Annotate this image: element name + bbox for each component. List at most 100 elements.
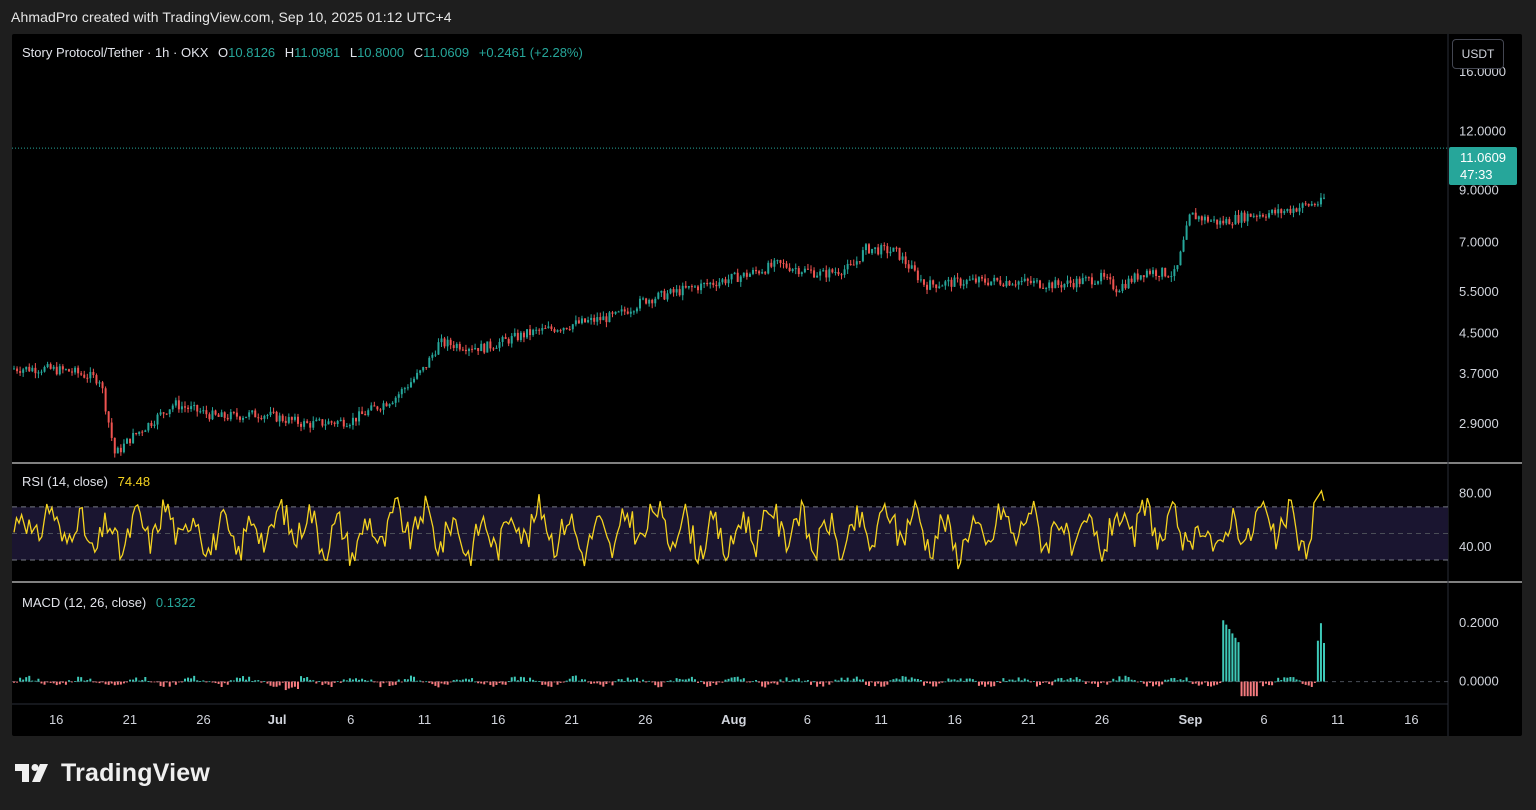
chart-canvas[interactable]: Story Protocol/Tether · 1h · OKX O10.812… [12, 34, 1522, 736]
candle-body [260, 418, 263, 420]
candle-body [1075, 278, 1078, 288]
macd-bar [953, 679, 956, 682]
macd-bar [602, 681, 605, 687]
macd-bar [1069, 677, 1072, 682]
time-tick-label: 26 [196, 712, 210, 727]
macd-bar [98, 681, 101, 684]
macd-bar [770, 681, 773, 684]
rsi-tick-label: 40.00 [1459, 539, 1492, 554]
macd-bar [516, 680, 519, 682]
macd-bar [645, 681, 648, 683]
candle-body [1133, 273, 1136, 283]
macd-legend[interactable]: MACD (12, 26, close) 0.1322 [22, 595, 196, 610]
candle-body [532, 329, 535, 336]
candle-body [715, 284, 718, 287]
macd-bar [932, 681, 935, 687]
candle-body [150, 422, 153, 426]
legend-high-value: 11.0981 [294, 45, 340, 60]
candle-body [794, 268, 797, 270]
macd-bar [159, 681, 162, 687]
candle-body [116, 447, 119, 454]
macd-bar [428, 681, 431, 683]
candle-body [1127, 278, 1130, 289]
macd-bar [657, 681, 660, 688]
macd-bar [1286, 677, 1289, 682]
macd-bar [437, 681, 440, 688]
macd-bar [171, 681, 174, 683]
candle-body [1216, 219, 1219, 225]
macd-bar [529, 677, 532, 682]
macd-bar [278, 681, 281, 686]
candle-body [840, 274, 843, 276]
candle-body [1268, 213, 1271, 218]
candle-body [1292, 208, 1295, 214]
main-legend[interactable]: Story Protocol/Tether · 1h · OKX O10.812… [22, 45, 583, 60]
candle-body [724, 279, 727, 284]
macd-bar [64, 681, 67, 685]
candle-body [498, 341, 501, 348]
candle-body [910, 265, 913, 269]
candle-body [1213, 219, 1216, 221]
candle-body [507, 338, 510, 344]
chart-frame[interactable]: Story Protocol/Tether · 1h · OKX O10.812… [12, 34, 1522, 736]
macd-bar [446, 681, 449, 685]
macd-bar [1130, 679, 1133, 682]
candle-body [938, 286, 941, 289]
candle-body [587, 320, 590, 323]
candle-body [703, 283, 706, 285]
candle-body [351, 417, 354, 426]
candle-body [400, 389, 403, 395]
candle-body [602, 316, 605, 321]
macd-bar [1142, 681, 1145, 684]
macd-bar [1054, 679, 1057, 682]
candle-body [907, 264, 910, 269]
macd-bar [663, 681, 666, 683]
macd-bar [1167, 679, 1170, 682]
candle-body [1090, 277, 1093, 285]
macd-bar [913, 678, 916, 682]
candle-body [730, 273, 733, 280]
macd-bar [202, 680, 205, 682]
macd-bar [697, 681, 700, 683]
macd-bar [1090, 681, 1093, 684]
candle-body [733, 272, 736, 274]
candle-body [706, 283, 709, 285]
macd-bar [1011, 679, 1014, 682]
macd-bar [1097, 681, 1100, 687]
macd-bar [758, 681, 761, 683]
last-price-label [1449, 147, 1517, 185]
time-axis[interactable]: 16 21 26 Jul 6 11 16 21 26 Aug 6 11 16 21 26 Sep 6 11 16 [49, 712, 1419, 727]
macd-bar [43, 681, 46, 685]
candle-body [666, 293, 669, 300]
time-tick-label: 21 [565, 712, 579, 727]
time-tick-label: Sep [1178, 712, 1202, 727]
macd-bar [956, 680, 959, 682]
macd-bar [269, 681, 272, 686]
macd-bar [1274, 681, 1277, 683]
macd-bar [153, 681, 156, 683]
macd-bar [226, 681, 229, 685]
candle-body [492, 348, 495, 350]
macd-bar [1002, 678, 1005, 682]
macd-bar [141, 679, 144, 682]
brand-logo[interactable]: TradingView [15, 758, 210, 788]
candle-body [223, 412, 226, 418]
macd-bar [831, 681, 834, 683]
macd-bar [761, 681, 764, 687]
time-tick-label: 21 [123, 712, 137, 727]
macd-bar [501, 681, 504, 685]
candle-body [327, 421, 330, 425]
rsi-legend[interactable]: RSI (14, close) 74.48 [22, 474, 150, 489]
candle-body [184, 406, 187, 408]
macd-bar [1307, 681, 1310, 686]
macd-bar [742, 678, 745, 682]
candle-body [1191, 212, 1194, 215]
candle-body [779, 260, 782, 263]
candle-body [861, 250, 864, 262]
candle-body [205, 410, 208, 415]
macd-bar [49, 681, 52, 683]
currency-button[interactable]: USDT [1452, 39, 1504, 69]
candle-body [95, 375, 98, 384]
candle-body [318, 419, 321, 421]
macd-bar [138, 680, 141, 682]
